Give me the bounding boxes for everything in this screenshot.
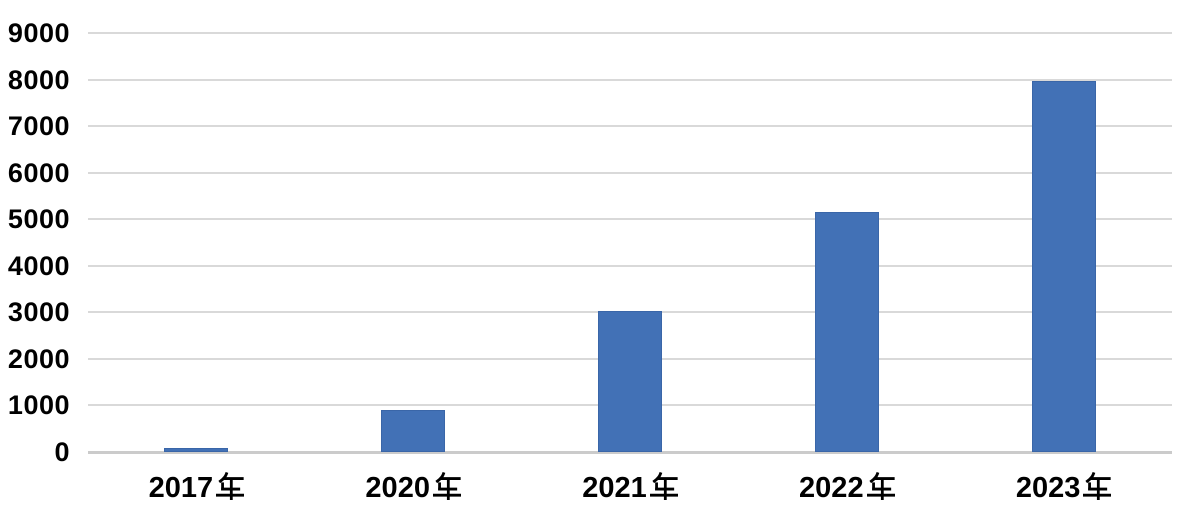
y-tick-label: 2000	[7, 343, 70, 374]
x-tick-label-2022: 2022	[737, 471, 957, 505]
x-tick-label-2017: 2017	[86, 471, 306, 505]
y-tick-label: 8000	[7, 64, 70, 95]
y-tick-label: 0	[54, 437, 70, 467]
bar-2021	[598, 311, 662, 452]
x-tick-label-2023: 2023	[954, 471, 1174, 505]
y-tick-label: 9000	[7, 18, 70, 48]
gridline	[88, 218, 1172, 221]
y-tick-label: 3000	[7, 297, 70, 328]
gridline	[88, 171, 1172, 174]
cjk-year-glyph	[216, 472, 245, 500]
y-tick-label: 7000	[7, 111, 70, 142]
gridline	[88, 125, 1172, 128]
bar-2017	[164, 447, 229, 452]
gridline	[88, 78, 1172, 81]
bar-2023	[1031, 80, 1096, 452]
x-tick-label-2020: 2020	[303, 471, 523, 505]
y-tick-label: 1000	[7, 390, 70, 421]
y-tick-label: 4000	[7, 250, 70, 281]
cjk-year-glyph	[1083, 472, 1112, 500]
cjk-year-glyph	[649, 472, 678, 500]
x-tick-label-2021: 2021	[520, 471, 740, 505]
bar-2020	[381, 409, 446, 452]
plot-area	[88, 32, 1172, 454]
x-axis-line	[88, 451, 1172, 454]
y-tick-label: 6000	[7, 157, 70, 188]
bar-2022	[814, 212, 879, 452]
gridline	[88, 264, 1172, 267]
cjk-year-glyph	[432, 472, 461, 500]
cjk-year-glyph	[866, 472, 895, 500]
gridline	[88, 32, 1172, 34]
y-tick-label: 5000	[7, 204, 70, 235]
